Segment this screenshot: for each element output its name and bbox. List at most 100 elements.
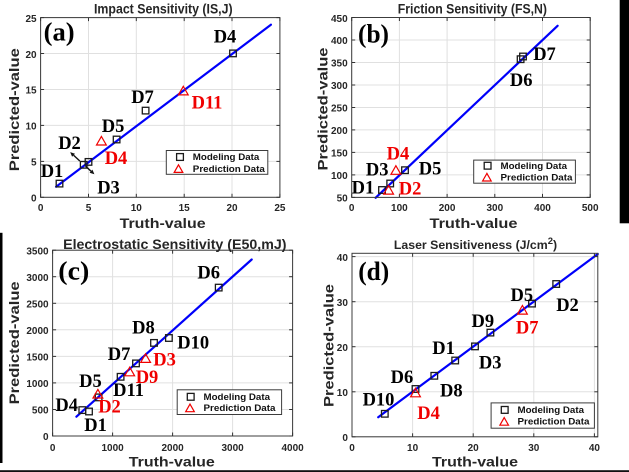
svg-text:D1: D1 bbox=[41, 162, 64, 182]
svg-text:0: 0 bbox=[38, 203, 44, 214]
svg-text:20: 20 bbox=[337, 343, 349, 354]
svg-text:2000: 2000 bbox=[26, 326, 49, 337]
svg-text:2500: 2500 bbox=[26, 300, 49, 311]
svg-text:30: 30 bbox=[528, 443, 540, 454]
svg-text:450: 450 bbox=[331, 14, 348, 25]
svg-text:Truth-value: Truth-value bbox=[120, 215, 206, 231]
svg-text:D3: D3 bbox=[153, 350, 176, 370]
svg-text:D11: D11 bbox=[113, 381, 144, 401]
svg-text:D8: D8 bbox=[440, 381, 463, 401]
svg-text:300: 300 bbox=[486, 203, 503, 214]
svg-text:Predicted-value: Predicted-value bbox=[320, 284, 336, 407]
svg-text:Prediction Data: Prediction Data bbox=[501, 172, 574, 182]
svg-text:10: 10 bbox=[407, 443, 419, 454]
svg-text:3000: 3000 bbox=[26, 273, 49, 284]
svg-text:D3: D3 bbox=[479, 353, 502, 373]
svg-text:10: 10 bbox=[337, 388, 349, 399]
svg-text:(c): (c) bbox=[58, 256, 89, 285]
svg-text:D11: D11 bbox=[192, 94, 223, 114]
svg-text:(a): (a) bbox=[44, 18, 75, 47]
svg-text:Prediction Data: Prediction Data bbox=[518, 417, 591, 427]
svg-text:(d): (d) bbox=[358, 257, 389, 286]
svg-text:D3: D3 bbox=[366, 160, 389, 180]
svg-text:1000: 1000 bbox=[101, 443, 124, 454]
svg-text:D6: D6 bbox=[197, 263, 220, 283]
svg-text:Modeling Data: Modeling Data bbox=[193, 152, 261, 162]
svg-text:D2: D2 bbox=[556, 296, 579, 316]
svg-text:400: 400 bbox=[534, 203, 551, 214]
svg-text:1500: 1500 bbox=[26, 353, 49, 364]
svg-text:D4: D4 bbox=[214, 28, 237, 48]
svg-text:Truth-value: Truth-value bbox=[430, 215, 518, 231]
svg-text:20: 20 bbox=[25, 50, 37, 61]
svg-text:Electrostatic Sensitivity (E50: Electrostatic Sensitivity (E50,mJ) bbox=[63, 237, 286, 252]
svg-text:0: 0 bbox=[342, 433, 348, 444]
svg-text:Truth-value: Truth-value bbox=[129, 454, 215, 470]
svg-text:D2: D2 bbox=[58, 134, 81, 154]
svg-text:5: 5 bbox=[31, 158, 37, 169]
svg-text:D6: D6 bbox=[510, 71, 533, 91]
svg-text:Laser Sensitiveness (J/cm2): Laser Sensitiveness (J/cm2) bbox=[394, 236, 557, 252]
svg-text:150: 150 bbox=[331, 149, 348, 160]
svg-text:350: 350 bbox=[331, 59, 348, 70]
svg-text:40: 40 bbox=[589, 443, 601, 454]
svg-text:Predicted-value: Predicted-value bbox=[6, 48, 22, 171]
svg-text:300: 300 bbox=[331, 81, 348, 92]
svg-text:D2: D2 bbox=[98, 398, 121, 418]
svg-text:D5: D5 bbox=[510, 286, 533, 306]
svg-text:15: 15 bbox=[179, 203, 191, 214]
svg-text:D7: D7 bbox=[108, 345, 131, 365]
svg-text:D10: D10 bbox=[363, 390, 395, 410]
svg-text:Modeling Data: Modeling Data bbox=[518, 405, 586, 415]
svg-text:1000: 1000 bbox=[26, 379, 49, 390]
svg-text:500: 500 bbox=[32, 406, 49, 417]
svg-text:200: 200 bbox=[439, 203, 456, 214]
svg-text:250: 250 bbox=[331, 104, 348, 115]
svg-text:200: 200 bbox=[331, 126, 348, 137]
svg-text:D1: D1 bbox=[432, 339, 455, 359]
svg-text:D7: D7 bbox=[516, 318, 539, 338]
svg-text:D6: D6 bbox=[391, 368, 414, 388]
svg-text:Predicted-value: Predicted-value bbox=[315, 47, 331, 170]
svg-text:Predicted-value: Predicted-value bbox=[6, 281, 22, 404]
svg-text:0: 0 bbox=[349, 203, 355, 214]
svg-text:0: 0 bbox=[50, 443, 56, 454]
svg-text:Modeling Data: Modeling Data bbox=[501, 161, 569, 171]
svg-text:D1: D1 bbox=[84, 416, 107, 436]
svg-text:Friction Sensitivity (FS,N): Friction Sensitivity (FS,N) bbox=[398, 0, 547, 16]
svg-text:D7: D7 bbox=[533, 45, 556, 65]
svg-text:3500: 3500 bbox=[26, 246, 49, 257]
svg-text:15: 15 bbox=[25, 86, 37, 97]
svg-text:(b): (b) bbox=[358, 20, 389, 49]
svg-text:Impact Sensitivity (IS,J): Impact Sensitivity (IS,J) bbox=[94, 0, 233, 16]
svg-text:20: 20 bbox=[468, 443, 480, 454]
svg-text:D10: D10 bbox=[177, 333, 209, 353]
svg-text:Prediction Data: Prediction Data bbox=[204, 403, 277, 413]
svg-text:D4: D4 bbox=[105, 149, 128, 169]
svg-text:D9: D9 bbox=[471, 312, 494, 332]
svg-text:500: 500 bbox=[582, 203, 599, 214]
svg-text:3000: 3000 bbox=[221, 443, 244, 454]
svg-text:25: 25 bbox=[274, 203, 286, 214]
svg-text:30: 30 bbox=[337, 298, 349, 309]
svg-text:10: 10 bbox=[25, 122, 37, 133]
svg-text:10: 10 bbox=[131, 203, 143, 214]
svg-text:D4: D4 bbox=[55, 396, 78, 416]
svg-text:0: 0 bbox=[31, 194, 37, 205]
svg-text:50: 50 bbox=[337, 194, 349, 205]
svg-text:Truth-value: Truth-value bbox=[432, 454, 518, 470]
svg-text:100: 100 bbox=[331, 171, 348, 182]
svg-text:D2: D2 bbox=[399, 180, 422, 200]
svg-text:D5: D5 bbox=[79, 372, 102, 392]
svg-text:2000: 2000 bbox=[161, 443, 184, 454]
svg-text:D8: D8 bbox=[132, 319, 155, 339]
svg-text:Modeling Data: Modeling Data bbox=[204, 392, 272, 402]
svg-text:400: 400 bbox=[331, 36, 348, 47]
svg-text:D4: D4 bbox=[417, 404, 440, 424]
svg-text:40: 40 bbox=[337, 253, 349, 264]
svg-text:D5: D5 bbox=[102, 117, 125, 137]
svg-text:D3: D3 bbox=[97, 179, 120, 199]
svg-text:Prediction Data: Prediction Data bbox=[193, 164, 266, 174]
svg-text:25: 25 bbox=[25, 14, 37, 25]
svg-text:100: 100 bbox=[391, 203, 408, 214]
